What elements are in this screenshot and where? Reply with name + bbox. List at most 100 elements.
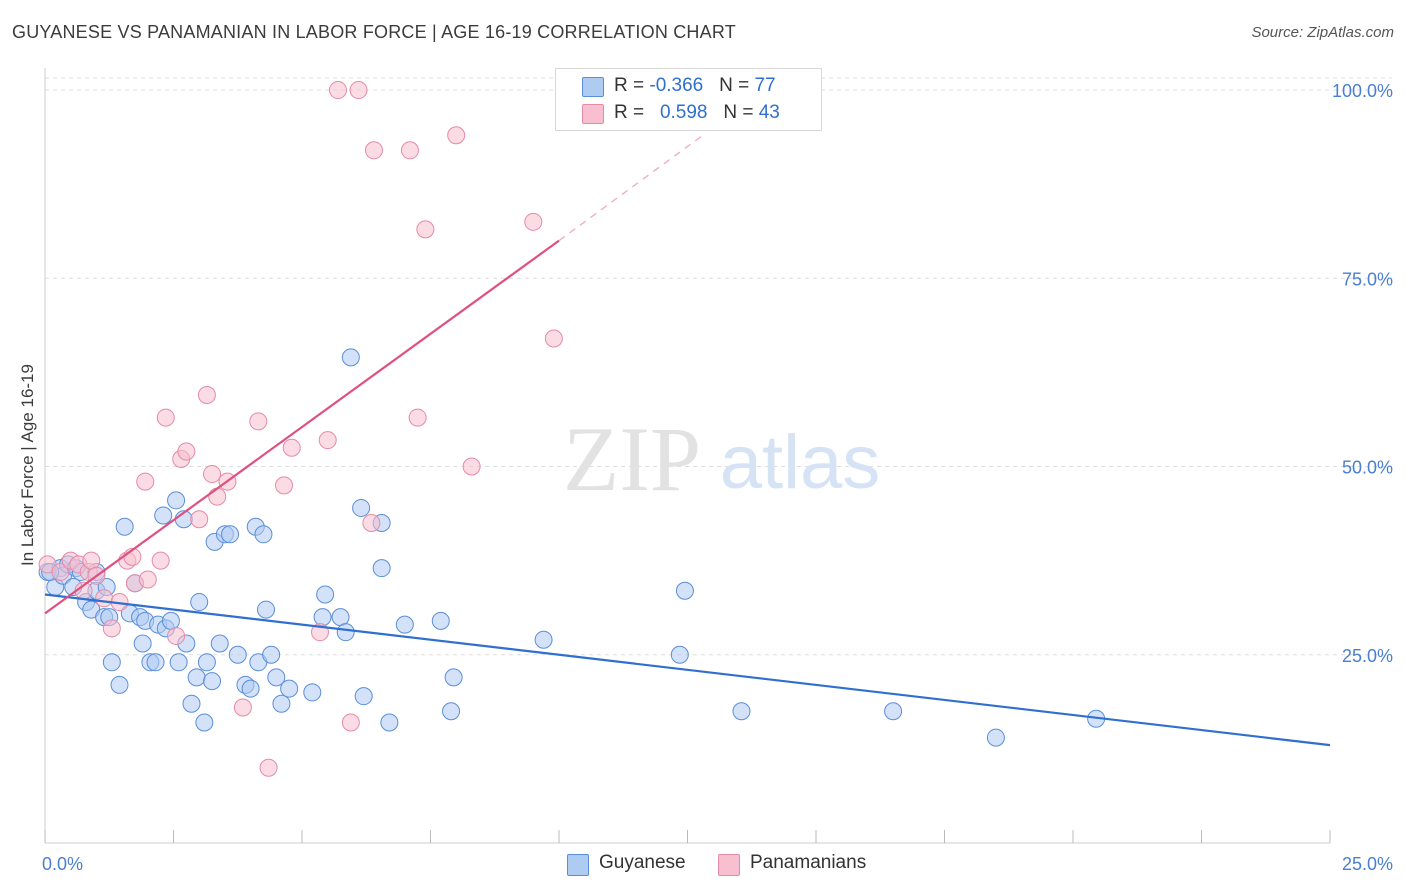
guyanese-point: [254, 525, 273, 544]
panamanian-trend-extension: [558, 134, 704, 242]
guyanese-point: [354, 687, 373, 706]
panamanian-point: [51, 562, 70, 581]
guyanese-point: [257, 600, 276, 619]
panamanian-point: [524, 212, 543, 231]
panamanian-point: [259, 758, 278, 777]
panamanian-point: [282, 438, 301, 457]
guyanese-point: [221, 525, 240, 544]
guyanese-point: [110, 675, 129, 694]
guyanese-point: [442, 702, 461, 721]
panamanian-point: [462, 457, 481, 476]
grid-lines: [45, 77, 1392, 656]
guyanese-point: [431, 611, 450, 630]
n-value: 43: [758, 102, 780, 123]
guyanese-point: [203, 672, 222, 691]
guyanese-point: [675, 581, 694, 600]
panamanian-swatch: [582, 104, 604, 124]
guyanese-point: [262, 645, 281, 664]
r-label: R =: [614, 102, 650, 123]
guyanese-point: [316, 585, 335, 604]
guyanese-point: [167, 491, 186, 510]
panamanian-point: [341, 713, 360, 732]
guyanese-point: [272, 694, 291, 713]
guyanese-point: [169, 653, 188, 672]
legend-stats-panamanians: R = 0.598 N = 43: [614, 102, 780, 124]
guyanese-point: [102, 653, 121, 672]
watermark-atlas: atlas: [720, 420, 881, 505]
panamanian-points: [38, 81, 563, 777]
r-value: -0.366: [649, 75, 704, 96]
guyanese-legend-label: Guyanese: [599, 852, 686, 873]
x-tick-label-min: 0.0%: [42, 854, 83, 874]
watermark: ZIP atlas: [563, 408, 880, 510]
panamanian-point: [249, 412, 268, 431]
guyanese-point: [146, 653, 165, 672]
panamanian-point: [136, 472, 155, 491]
guyanese-swatch: [582, 77, 604, 97]
guyanese-point: [352, 498, 371, 517]
source-label: Source: ZipAtlas.com: [1251, 24, 1394, 41]
guyanese-point: [884, 702, 903, 721]
panamanian-point: [416, 220, 435, 239]
panamanian-point: [447, 126, 466, 145]
panamanian-point: [156, 408, 175, 427]
panamanian-trend-line: [44, 239, 560, 615]
guyanese-point: [313, 608, 332, 627]
panamanian-point: [328, 81, 347, 100]
guyanese-point: [241, 679, 260, 698]
panamanian-point: [349, 81, 368, 100]
panamanian-legend-label: Panamanians: [750, 852, 867, 873]
guyanese-point: [732, 702, 751, 721]
panamanian-point: [190, 510, 209, 529]
guyanese-point: [303, 683, 322, 702]
guyanese-point: [331, 608, 350, 627]
guyanese-trend-line: [44, 593, 1331, 747]
guyanese-point: [154, 506, 173, 525]
guyanese-point: [228, 645, 247, 664]
y-tick-label: 25.0%: [1342, 646, 1393, 666]
guyanese-point: [197, 653, 216, 672]
panamanian-point: [208, 487, 227, 506]
watermark-zip: ZIP: [563, 408, 701, 510]
guyanese-point: [187, 668, 206, 687]
panamanian-point: [400, 141, 419, 160]
correlation-legend: R = -0.366 N = 77 R = 0.598 N = 43: [555, 68, 822, 131]
y-tick-label: 75.0%: [1342, 269, 1393, 289]
axes: [44, 68, 1331, 844]
panamanian-point: [275, 476, 294, 495]
panamanian-point: [138, 570, 157, 589]
x-tick-label-max: 25.0%: [1342, 854, 1393, 874]
trend-lines: [44, 134, 1331, 747]
guyanese-point: [341, 348, 360, 367]
legend-stats-guyanese: R = -0.366 N = 77: [614, 75, 776, 97]
guyanese-point: [115, 517, 134, 536]
y-tick-label: 50.0%: [1342, 458, 1393, 478]
r-value: 0.598: [659, 102, 708, 123]
panamanian-point: [102, 619, 121, 638]
guyanese-point: [190, 593, 209, 612]
guyanese-point: [336, 623, 355, 642]
guyanese-point: [280, 679, 299, 698]
chart-title: GUYANESE VS PANAMANIAN IN LABOR FORCE | …: [12, 22, 736, 42]
panamanian-point: [362, 514, 381, 532]
panamanian-legend-swatch: [718, 854, 740, 876]
guyanese-point: [395, 615, 414, 634]
guyanese-point: [267, 668, 286, 687]
n-label: N =: [723, 102, 759, 123]
panamanian-point: [203, 465, 222, 484]
panamanian-point: [95, 589, 114, 608]
guyanese-point: [372, 559, 391, 578]
panamanian-point: [364, 141, 383, 160]
guyanese-point: [986, 728, 1005, 747]
n-label: N =: [719, 75, 755, 96]
guyanese-point: [534, 630, 553, 649]
panamanian-point: [151, 551, 170, 570]
r-label: R =: [614, 75, 650, 96]
panamanian-point: [177, 442, 196, 461]
tick-labels: 25.0% 50.0% 75.0% 100.0% 0.0% 25.0%: [42, 81, 1393, 874]
guyanese-point: [380, 713, 399, 732]
panamanian-point: [82, 551, 101, 570]
guyanese-point: [182, 694, 201, 713]
guyanese-point: [133, 634, 152, 653]
panamanian-point: [318, 431, 337, 450]
